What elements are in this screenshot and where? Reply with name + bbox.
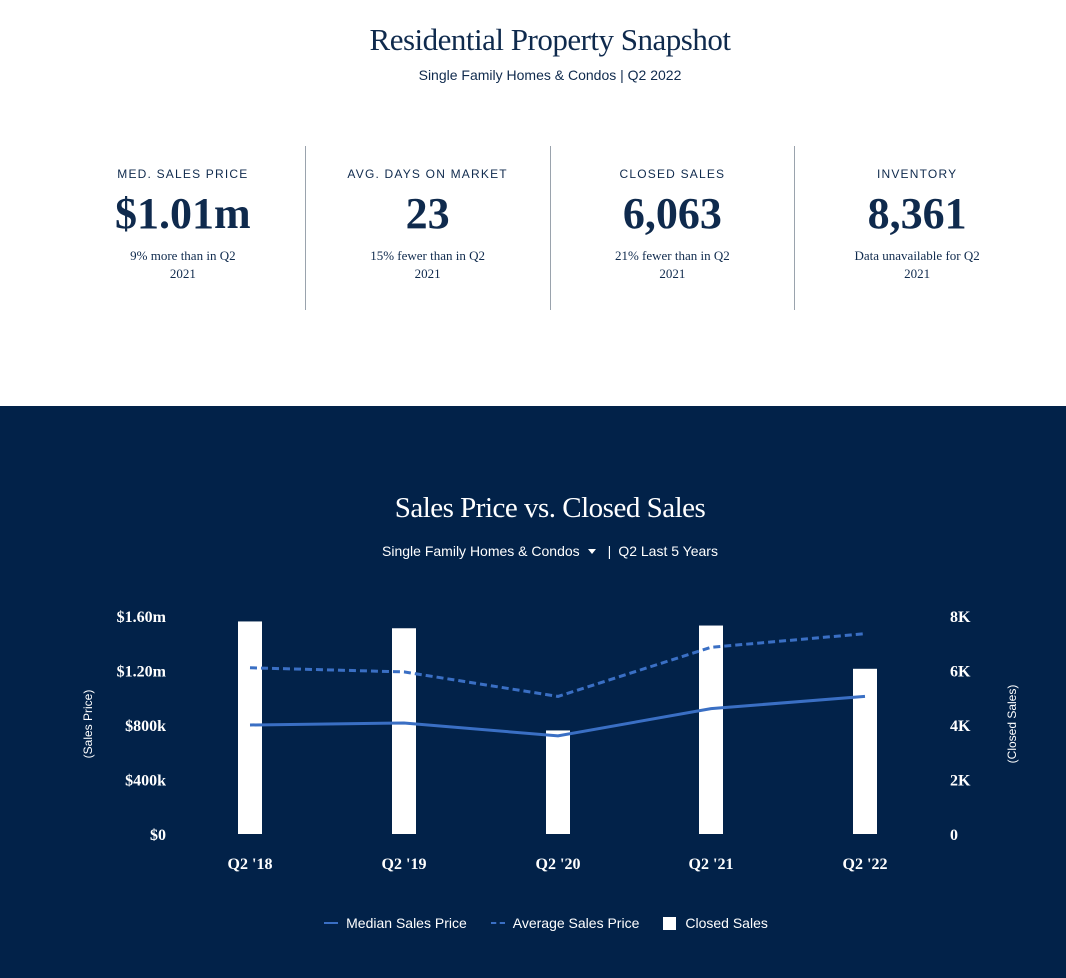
sales-chart: $0 $400k $800k $1.20m $1.60m 0 2K 4K 6K 8K Q2 '1… — [81, 609, 1019, 873]
stat-note: 15% fewer than in Q2 2021 — [370, 247, 486, 281]
y2-tick-label: 8K — [950, 609, 971, 626]
closed-sales-bar — [546, 730, 570, 834]
stat-note: 9% more than in Q2 2021 — [130, 247, 236, 281]
snapshot-section: Residential Property Snapshot Single Fam… — [0, 0, 1066, 406]
bars-layer — [238, 621, 877, 834]
stat-label: MED. SALES PRICE — [117, 167, 249, 181]
x-tick-label: Q2 '19 — [382, 856, 427, 873]
y2-axis-label: (Closed Sales) — [1005, 685, 1019, 764]
stat-median-sales-price: MED. SALES PRICE $1.01m 9% more than in … — [61, 146, 305, 310]
stat-closed-sales: CLOSED SALES 6,063 21% fewer than in Q2 … — [549, 146, 795, 310]
average-sales-price-line — [249, 632, 866, 698]
stat-value: 6,063 — [622, 189, 722, 238]
y-tick-label: $1.20m — [117, 664, 167, 681]
stat-label: CLOSED SALES — [619, 167, 726, 181]
x-axis: Q2 '18 Q2 '19 Q2 '20 Q2 '21 Q2 '22 — [228, 856, 888, 873]
closed-sales-bar — [238, 621, 262, 834]
stat-value: $1.01m — [115, 189, 251, 238]
page-subtitle: Single Family Homes & Condos | Q2 2022 — [418, 67, 682, 83]
legend-label: Average Sales Price — [512, 915, 640, 931]
solid-line-icon — [324, 922, 339, 924]
chart-subtitle: Single Family Homes & Condos | Q2 Last 5 Y… — [0, 543, 1066, 559]
legend-average-sales-price[interactable]: Average Sales Price — [490, 915, 640, 931]
median-sales-price-line — [249, 694, 866, 738]
y-tick-label: $400k — [125, 773, 166, 790]
closed-sales-bar — [853, 668, 877, 834]
y-axis-label: (Sales Price) — [81, 690, 95, 759]
square-icon — [663, 916, 677, 930]
stat-inventory: INVENTORY 8,361 Data unavailable for Q2 … — [794, 146, 1039, 310]
y2-tick-label: 2K — [950, 773, 971, 790]
dashed-line-icon — [490, 922, 505, 924]
y-tick-label: $0 — [150, 827, 166, 844]
stat-note: Data unavailable for Q2 2021 — [854, 247, 980, 281]
x-tick-label: Q2 '18 — [228, 856, 273, 873]
caret-down-icon — [587, 548, 596, 554]
y-axis-left: $0 $400k $800k $1.20m $1.60m — [117, 609, 167, 844]
dropdown-label: Single Family Homes & Condos — [382, 543, 580, 559]
subtitle-separator: | — [607, 543, 612, 559]
y-tick-label: $1.60m — [117, 609, 167, 626]
legend-label: Median Sales Price — [346, 915, 467, 931]
x-tick-label: Q2 '20 — [536, 856, 581, 873]
property-type-dropdown[interactable]: Single Family Homes & Condos — [382, 543, 602, 559]
chart-legend: Median Sales Price Average Sales Price C… — [0, 915, 1066, 931]
chart-title: Sales Price vs. Closed Sales — [394, 492, 706, 524]
closed-sales-bar — [699, 625, 723, 834]
y2-tick-label: 4K — [950, 718, 971, 735]
lines-layer — [249, 632, 866, 738]
period-label: Q2 Last 5 Years — [618, 543, 718, 559]
y2-tick-label: 6K — [950, 664, 971, 681]
x-tick-label: Q2 '22 — [843, 856, 888, 873]
y-axis-right: 0 2K 4K 6K 8K — [950, 609, 971, 844]
chart-section: Sales Price vs. Closed Sales Single Fami… — [0, 406, 1066, 978]
stat-label: AVG. DAYS ON MARKET — [347, 167, 508, 181]
page-title: Residential Property Snapshot — [369, 22, 731, 57]
stats-row: MED. SALES PRICE $1.01m 9% more than in … — [61, 146, 1039, 310]
stat-value: 8,361 — [867, 189, 967, 238]
stat-note: 21% fewer than in Q2 2021 — [614, 247, 730, 281]
legend-median-sales-price[interactable]: Median Sales Price — [324, 915, 467, 931]
stat-label: INVENTORY — [876, 167, 958, 181]
y2-tick-label: 0 — [950, 827, 958, 844]
stat-value: 23 — [405, 189, 450, 238]
stat-avg-days-on-market: AVG. DAYS ON MARKET 23 15% fewer than in… — [304, 146, 550, 310]
closed-sales-bar — [392, 628, 416, 834]
x-tick-label: Q2 '21 — [689, 856, 734, 873]
legend-closed-sales[interactable]: Closed Sales — [663, 915, 768, 931]
y-tick-label: $800k — [125, 718, 166, 735]
legend-label: Closed Sales — [685, 915, 768, 931]
